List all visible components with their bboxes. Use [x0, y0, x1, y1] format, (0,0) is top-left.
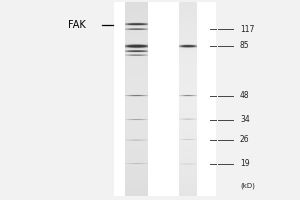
- Text: (kD): (kD): [240, 183, 255, 189]
- Text: 34: 34: [240, 116, 250, 124]
- Text: 117: 117: [240, 24, 254, 33]
- Text: 48: 48: [240, 92, 250, 100]
- Text: FAK: FAK: [68, 20, 85, 30]
- Text: 19: 19: [240, 160, 250, 168]
- Text: 85: 85: [240, 42, 250, 50]
- Bar: [114, 2, 216, 196]
- Text: 26: 26: [240, 136, 250, 144]
